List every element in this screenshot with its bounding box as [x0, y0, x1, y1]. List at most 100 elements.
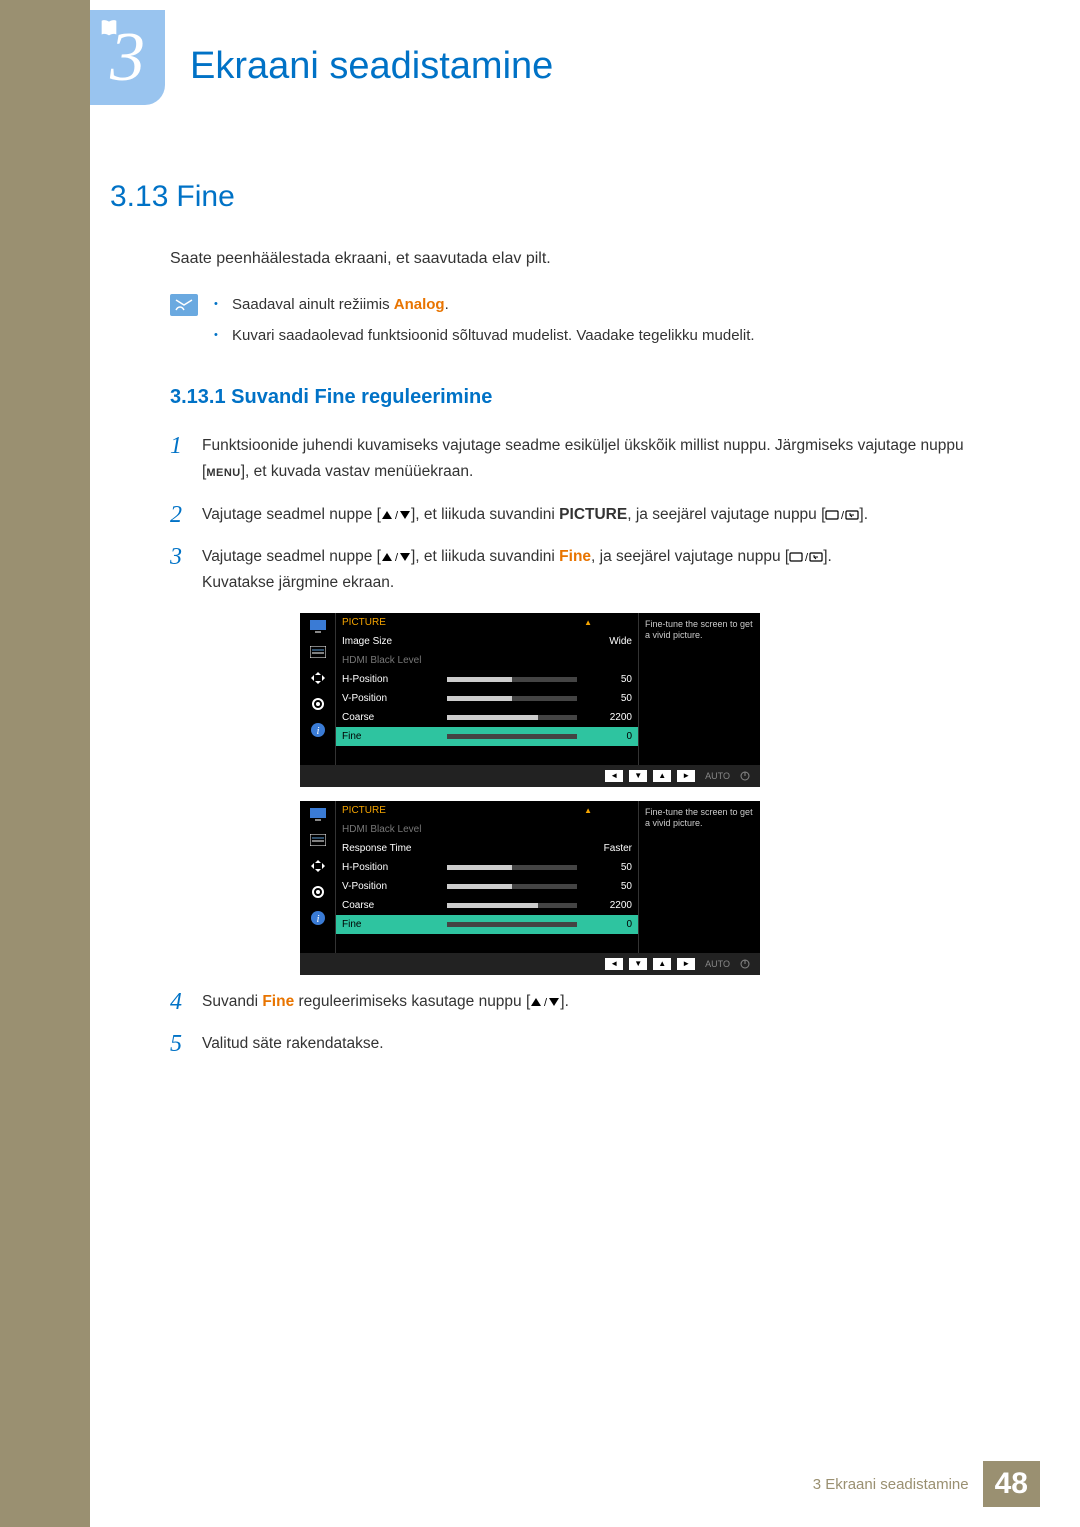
step-number: 3 [170, 544, 202, 597]
monitor-icon [300, 613, 335, 639]
osd-row-label: Fine [342, 919, 447, 930]
osd-row: V-Position 50 [336, 689, 638, 708]
slider-track [447, 715, 577, 720]
step-text: Funktsioonide juhendi kuvamiseks vajutag… [202, 433, 990, 486]
osd-row: Response Time Faster [336, 839, 638, 858]
step-4: 4 Suvandi Fine reguleerimiseks kasutage … [170, 989, 990, 1015]
up-arrow-icon: ▲ [653, 770, 671, 782]
osd-row-value: 0 [586, 919, 632, 930]
step-5: 5 Valitud säte rakendatakse. [170, 1031, 990, 1057]
svg-text:/: / [805, 552, 809, 563]
power-icon [740, 959, 750, 969]
section-number: 3.13 [110, 180, 168, 214]
step-text: Valitud säte rakendatakse. [202, 1031, 384, 1057]
osd-row-value: 50 [586, 881, 632, 892]
slider-track [447, 903, 577, 908]
osd-row-label: Fine [342, 731, 447, 742]
svg-text:/: / [395, 510, 399, 521]
up-down-icon: / [381, 551, 411, 563]
osd-row-label: H-Position [342, 674, 447, 685]
osd-screenshot-2: i PICTURE▲ HDMI Black LevelResponse Time… [300, 801, 990, 975]
slider-track [447, 884, 577, 889]
info-icon: i [300, 717, 335, 743]
osd-row-label: Coarse [342, 712, 447, 723]
osd-row: Coarse 2200 [336, 896, 638, 915]
slider-fill [447, 903, 538, 908]
list-icon [300, 827, 335, 853]
step-text: Vajutage seadmel nuppe [/], et liikuda s… [202, 544, 832, 597]
step-2: 2 Vajutage seadmel nuppe [/], et liikuda… [170, 502, 990, 528]
osd-row: H-Position 50 [336, 858, 638, 877]
osd-hint-text: Fine-tune the screen to get a vivid pict… [638, 613, 760, 765]
resize-icon [300, 853, 335, 879]
note-icon [170, 294, 198, 316]
slider-fill [447, 884, 512, 889]
osd-hint-text: Fine-tune the screen to get a vivid pict… [638, 801, 760, 953]
auto-label: AUTO [705, 771, 730, 781]
subsection-heading: 3.13.1 Suvandi Fine reguleerimine [170, 386, 990, 409]
osd-row-value: Faster [586, 843, 632, 854]
note-block: Saadaval ainult režiimis Analog. Kuvari … [170, 294, 990, 356]
osd-row-value: 2200 [586, 900, 632, 911]
note-item: Kuvari saadaolevad funktsioonid sõltuvad… [214, 325, 755, 346]
content-area: 3.13 Fine Saate peenhäälestada ekraani, … [110, 180, 990, 1074]
enter-icon: / [825, 509, 859, 521]
svg-text:/: / [395, 552, 399, 563]
osd-row: Coarse 2200 [336, 708, 638, 727]
analog-label: Analog [394, 296, 445, 313]
osd-row-label: Response Time [342, 843, 447, 854]
info-icon: i [300, 905, 335, 931]
svg-text:i: i [316, 725, 319, 737]
osd-row-value: 50 [586, 693, 632, 704]
right-arrow-icon: ► [677, 958, 695, 970]
slider-track [447, 865, 577, 870]
svg-text:i: i [316, 913, 319, 925]
resize-icon [300, 665, 335, 691]
osd-navbar: ◄ ▼ ▲ ► AUTO [300, 765, 760, 787]
chapter-tab: 3 [90, 10, 165, 105]
fine-label: Fine [559, 548, 591, 565]
osd-row-label: Coarse [342, 900, 447, 911]
osd-row-value: 0 [586, 731, 632, 742]
book-icon [98, 18, 120, 40]
up-down-icon: / [530, 996, 560, 1008]
step-text: Vajutage seadmel nuppe [/], et liikuda s… [202, 502, 868, 528]
manual-page: 3 Ekraani seadistamine 3.13 Fine Saate p… [0, 0, 1080, 1527]
step-text: Suvandi Fine reguleerimiseks kasutage nu… [202, 989, 569, 1015]
osd-category-icons: i [300, 613, 336, 765]
slider-track [447, 734, 577, 739]
osd-spacer [336, 746, 638, 765]
osd-row: H-Position 50 [336, 670, 638, 689]
note-item: Saadaval ainult režiimis Analog. [214, 294, 755, 315]
osd-category-icons: i [300, 801, 336, 953]
page-footer: 3 Ekraani seadistamine 48 [813, 1461, 1040, 1507]
slider-fill [447, 865, 512, 870]
footer-text: 3 Ekraani seadistamine [813, 1476, 969, 1493]
osd-row: Image SizeWide [336, 632, 638, 651]
picture-label: PICTURE [559, 506, 627, 523]
svg-text:/: / [544, 997, 548, 1008]
osd-row-value: 50 [586, 674, 632, 685]
fine-label: Fine [262, 993, 294, 1010]
left-arrow-icon: ◄ [605, 958, 623, 970]
power-icon [740, 771, 750, 781]
osd-row-value: 2200 [586, 712, 632, 723]
chapter-title: Ekraani seadistamine [190, 45, 553, 88]
enter-icon: / [789, 551, 823, 563]
osd-row: HDMI Black Level [336, 820, 638, 839]
auto-label: AUTO [705, 959, 730, 969]
section-title: Fine [176, 180, 234, 214]
left-arrow-icon: ◄ [605, 770, 623, 782]
section-heading: 3.13 Fine [110, 180, 990, 214]
list-icon [300, 639, 335, 665]
osd-row-value: 50 [586, 862, 632, 873]
osd-row-label: H-Position [342, 862, 447, 873]
monitor-icon [300, 801, 335, 827]
down-arrow-icon: ▼ [629, 770, 647, 782]
slider-track [447, 677, 577, 682]
left-stripe [0, 0, 90, 1527]
slider-track [447, 922, 577, 927]
osd-row-label: V-Position [342, 693, 447, 704]
osd-row: Fine 0 [336, 915, 638, 934]
step-1: 1 Funktsioonide juhendi kuvamiseks vajut… [170, 433, 990, 486]
